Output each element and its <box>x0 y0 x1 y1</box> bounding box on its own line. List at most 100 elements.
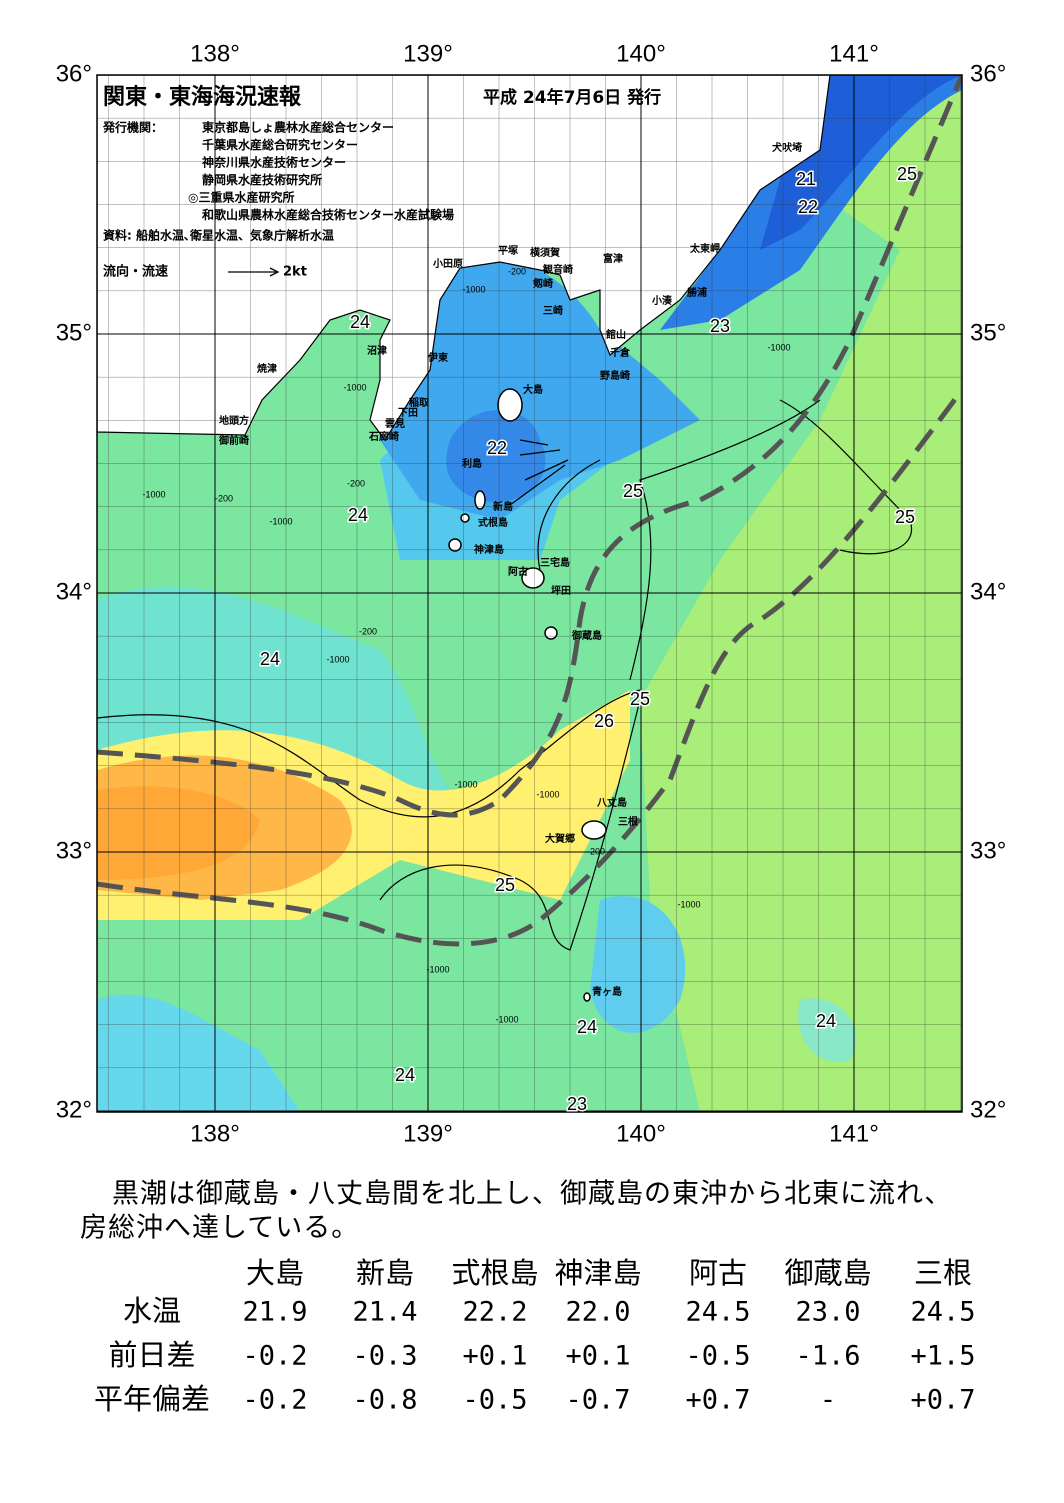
cell: +0.1 <box>565 1341 630 1372</box>
lon-label: 141° <box>829 1120 879 1147</box>
place-name: 利島 <box>462 457 482 470</box>
temperature-label: 25 <box>623 481 643 501</box>
column-header: 大島 <box>246 1256 304 1290</box>
lat-label: 33° <box>970 837 1006 864</box>
place-name: 三根 <box>618 815 638 828</box>
title: 関東・東海海況速報 <box>103 84 302 110</box>
place-name: 焼津 <box>257 362 277 375</box>
cell: 24.5 <box>685 1297 750 1328</box>
place-name: 千倉 <box>610 346 631 359</box>
column-header: 御蔵島 <box>784 1256 871 1290</box>
depth-label: -1000 <box>142 489 165 499</box>
lat-label: 32° <box>970 1096 1006 1123</box>
sea-temperature-map <box>97 75 962 1112</box>
temperature-label: 23 <box>710 316 730 336</box>
depth-label: -1000 <box>454 779 477 789</box>
cell: 24.5 <box>910 1297 975 1328</box>
lon-label: 138° <box>190 1120 240 1147</box>
place-name: 犬吠埼 <box>772 141 802 154</box>
column-header: 阿古 <box>689 1256 747 1290</box>
lon-label: 140° <box>616 1120 666 1147</box>
place-name: 神津島 <box>474 543 504 556</box>
cell: -0.5 <box>685 1341 750 1372</box>
temperature-label: 24 <box>395 1065 415 1085</box>
lat-label: 36° <box>970 60 1006 87</box>
depth-label: -1000 <box>536 789 559 799</box>
temperature-label: 23 <box>567 1094 587 1114</box>
cell: 22.2 <box>462 1297 527 1328</box>
depth-label: -1000 <box>343 382 366 392</box>
temperature-label: 26 <box>594 711 614 731</box>
depth-label: -1000 <box>426 964 449 974</box>
column-header: 式根島 <box>451 1256 538 1290</box>
cell: -0.5 <box>462 1385 527 1416</box>
agency: 静岡県水産技術研究所 <box>202 172 322 187</box>
column-header: 神津島 <box>554 1256 641 1290</box>
lat-label: 34° <box>970 578 1006 605</box>
place-name: 新島 <box>493 500 513 513</box>
cell: -0.8 <box>352 1385 417 1416</box>
summary-line: 黒潮は御蔵島・八丈島間を北上し、御蔵島の東沖から北東に流れ、 <box>112 1179 952 1210</box>
place-name: 大賀郷 <box>545 832 575 845</box>
depth-label: -200 <box>587 846 605 856</box>
temperature-label: 22 <box>487 438 507 458</box>
temperature-label: 25 <box>895 507 915 527</box>
agency: 神奈川県水産技術センター <box>202 155 346 170</box>
temperature-label: 24 <box>350 312 370 332</box>
cell: -0.2 <box>242 1385 307 1416</box>
temperature-label: 24 <box>577 1017 597 1037</box>
agency: ◎三重県水産研究所 <box>188 190 294 205</box>
place-name: 勝浦 <box>687 286 707 299</box>
cell: -0.7 <box>565 1385 630 1416</box>
current-label: 流向・流速 <box>103 264 168 280</box>
place-name: 野島崎 <box>600 369 630 382</box>
depth-label: -1000 <box>495 1014 518 1024</box>
place-name: 阿古 <box>508 565 528 578</box>
issue-date: 平成 24年7月6日 発行 <box>483 87 661 108</box>
cell: - <box>820 1385 836 1416</box>
lat-label: 36° <box>56 60 92 87</box>
place-name: 伊東 <box>427 351 448 364</box>
temperature-label: 25 <box>630 689 650 709</box>
place-name: 横須賀 <box>530 246 560 259</box>
place-name: 地頭方 <box>219 414 249 427</box>
temperature-label: 25 <box>495 875 515 895</box>
cell: -0.3 <box>352 1341 417 1372</box>
place-name: 三崎 <box>543 304 563 317</box>
cell: -0.2 <box>242 1341 307 1372</box>
temperature-label: 24 <box>260 649 280 669</box>
temperature-label: 25 <box>897 164 917 184</box>
place-name: 館山 <box>605 328 626 341</box>
place-name: 小田原 <box>432 257 463 270</box>
cell: -1.6 <box>795 1341 860 1372</box>
agencies-label: 発行機関： <box>102 120 163 135</box>
cell: 21.4 <box>352 1297 417 1328</box>
depth-label: -1000 <box>462 284 485 294</box>
column-header: 三根 <box>914 1256 972 1290</box>
lon-label: 139° <box>403 1120 453 1147</box>
cell: 23.0 <box>795 1297 860 1328</box>
place-name: 小湊 <box>651 294 673 307</box>
depth-label: -1000 <box>767 342 790 352</box>
lat-label: 35° <box>56 319 92 346</box>
agency: 和歌山県農林水産総合技術センター水産試験場 <box>201 207 454 222</box>
depth-label: -200 <box>215 493 233 503</box>
place-name: 御前崎 <box>218 434 249 447</box>
current-scale-label: 2kt <box>283 265 307 280</box>
place-name: 沼津 <box>367 344 387 357</box>
place-name: 大島 <box>523 383 543 396</box>
place-name: 下田 <box>398 407 418 419</box>
summary-line: 房総沖へ達している。 <box>80 1213 359 1244</box>
lat-label: 34° <box>56 578 92 605</box>
temperature-label: 21 <box>796 169 816 189</box>
place-name: 三宅島 <box>540 556 570 569</box>
row-label: 平年偏差 <box>94 1382 210 1416</box>
lat-label: 33° <box>56 837 92 864</box>
place-name: 石廊崎 <box>368 430 399 443</box>
agency: 東京都島しょ農林水産総合センター <box>202 120 394 135</box>
place-name: 御蔵島 <box>571 629 602 642</box>
column-header: 新島 <box>356 1256 414 1290</box>
place-name: 青ヶ島 <box>592 985 622 998</box>
cell: +1.5 <box>910 1341 975 1372</box>
